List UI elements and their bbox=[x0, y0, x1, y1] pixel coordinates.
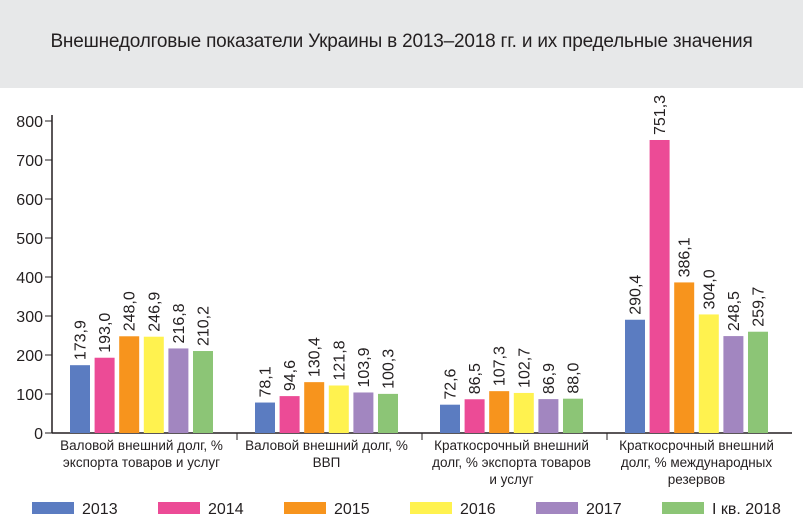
legend-label: I кв. 2018 bbox=[712, 501, 781, 518]
y-tick-label: 100 bbox=[16, 387, 43, 404]
y-tick-label: 0 bbox=[34, 426, 43, 443]
data-label: 173,9 bbox=[73, 320, 90, 360]
bar-chart: 0 100 200 300 400 500 600 700 800 173,9 193,0 248,0… bbox=[16, 95, 792, 518]
data-label: 216,8 bbox=[171, 303, 188, 343]
x-category-label: Валовой внешний долг, % bbox=[60, 438, 223, 453]
data-label: 386,1 bbox=[677, 237, 694, 277]
legend-swatch-2017 bbox=[536, 502, 578, 514]
bar-2013-group-4 bbox=[625, 319, 645, 433]
bar-I-кв.-2018-group-2 bbox=[378, 393, 398, 433]
data-label: 193,0 bbox=[97, 313, 114, 353]
y-tick-label: 700 bbox=[16, 153, 43, 170]
bar-2017-group-3 bbox=[538, 399, 559, 433]
legend-swatch-I-кв.-2018 bbox=[662, 502, 704, 514]
x-category-label: долг, % международных bbox=[621, 455, 773, 470]
data-label: 751,3 bbox=[652, 95, 669, 135]
x-category-label: Краткосрочный внешний bbox=[434, 438, 589, 453]
data-label: 130,4 bbox=[307, 337, 324, 377]
bar-2015-group-2 bbox=[304, 382, 325, 433]
y-tick-label: 300 bbox=[16, 309, 43, 326]
legend-swatch-2014 bbox=[158, 502, 200, 514]
data-label: 88,0 bbox=[566, 362, 583, 393]
legend-swatch-2015 bbox=[284, 502, 326, 514]
bar-I-кв.-2018-group-4 bbox=[748, 331, 768, 433]
data-label: 103,9 bbox=[356, 347, 373, 387]
bar-2016-group-1 bbox=[143, 336, 164, 433]
data-label: 78,1 bbox=[258, 366, 275, 397]
bar-2017-group-4 bbox=[723, 336, 744, 433]
legend-swatch-2013 bbox=[32, 502, 74, 514]
bar-2014-group-4 bbox=[649, 139, 670, 434]
bar-I-кв.-2018-group-1 bbox=[193, 351, 213, 433]
data-label: 94,6 bbox=[282, 360, 299, 391]
y-tick-label: 500 bbox=[16, 231, 43, 248]
bar-2013-group-3 bbox=[440, 404, 460, 433]
bar-2016-group-3 bbox=[513, 392, 534, 433]
data-label: 121,8 bbox=[331, 340, 348, 380]
data-label: 210,2 bbox=[196, 306, 213, 346]
bar-2014-group-3 bbox=[464, 399, 485, 433]
x-category-label: Валовой внешний долг, % bbox=[245, 438, 408, 453]
legend-label: 2015 bbox=[334, 501, 370, 518]
y-tick-label: 800 bbox=[16, 114, 43, 131]
bar-2015-group-1 bbox=[119, 336, 140, 433]
chart-header: Внешнедолговые показатели Украины в 2013… bbox=[0, 0, 803, 88]
y-tick-label: 400 bbox=[16, 270, 43, 287]
data-label: 248,5 bbox=[726, 291, 743, 331]
legend-label: 2013 bbox=[82, 501, 118, 518]
bar-2017-group-2 bbox=[353, 392, 374, 433]
data-label: 259,7 bbox=[751, 287, 768, 327]
legend-label: 2017 bbox=[586, 501, 622, 518]
x-category-label: экспорта товаров и услуг bbox=[63, 455, 220, 470]
bar-2015-group-4 bbox=[674, 282, 695, 433]
y-tick-label: 200 bbox=[16, 348, 43, 365]
bar-2013-group-2 bbox=[255, 402, 275, 433]
chart-title: Внешнедолговые показатели Украины в 2013… bbox=[50, 31, 753, 52]
data-label: 304,0 bbox=[701, 269, 718, 309]
bar-2013-group-1 bbox=[70, 365, 90, 433]
bar-2014-group-1 bbox=[94, 357, 115, 433]
legend-label: 2016 bbox=[460, 501, 496, 518]
data-label: 100,3 bbox=[381, 349, 398, 389]
x-category-label: долг, % экспорта товаров bbox=[432, 455, 591, 470]
data-label: 248,0 bbox=[122, 291, 139, 331]
data-label: 290,4 bbox=[628, 275, 645, 315]
bar-2016-group-2 bbox=[328, 385, 349, 433]
bar-2017-group-1 bbox=[168, 348, 189, 433]
bar-2015-group-3 bbox=[489, 391, 510, 433]
data-label: 246,9 bbox=[146, 292, 163, 332]
data-label: 72,6 bbox=[443, 368, 460, 399]
bar-I-кв.-2018-group-3 bbox=[563, 398, 583, 433]
x-category-label: резервов bbox=[668, 472, 725, 487]
data-label: 86,9 bbox=[541, 363, 558, 394]
legend-swatch-2016 bbox=[410, 502, 452, 514]
data-label: 107,3 bbox=[492, 346, 509, 386]
bar-2014-group-2 bbox=[279, 396, 300, 433]
data-label: 86,5 bbox=[467, 363, 484, 394]
bar-2016-group-4 bbox=[698, 314, 719, 433]
x-category-label: ВВП bbox=[313, 455, 341, 470]
x-category-label: и услуг bbox=[489, 472, 533, 487]
legend-label: 2014 bbox=[208, 501, 244, 518]
data-label: 102,7 bbox=[516, 348, 533, 388]
x-category-label: Краткосрочный внешний bbox=[619, 438, 774, 453]
y-tick-label: 600 bbox=[16, 192, 43, 209]
